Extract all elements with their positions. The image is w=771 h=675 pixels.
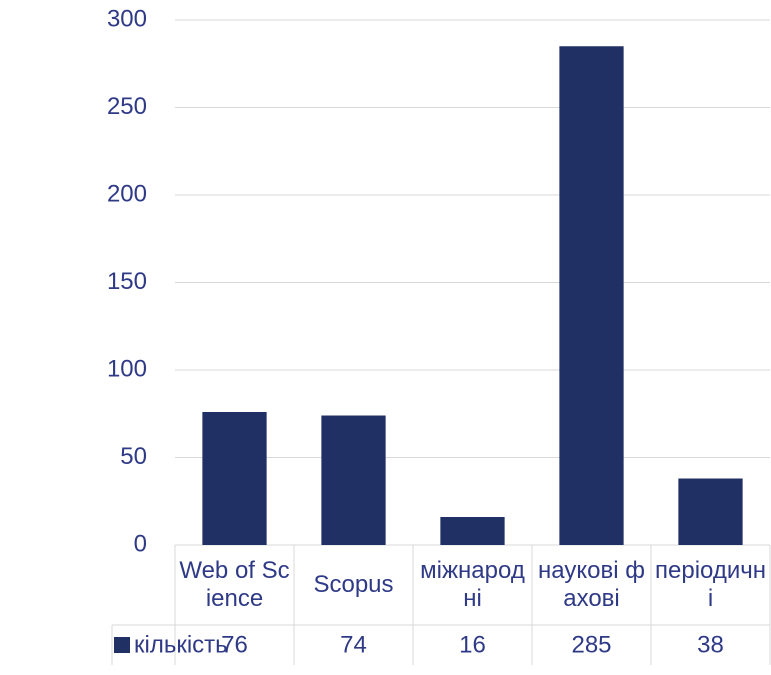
bar (202, 412, 267, 545)
bar (559, 46, 624, 545)
y-tick-label: 0 (134, 530, 147, 557)
bar (440, 517, 505, 545)
legend-swatch (114, 637, 130, 653)
y-tick-label: 100 (107, 355, 147, 382)
legend-label: кількість (134, 631, 228, 658)
data-table-value: 16 (459, 631, 486, 658)
bar (321, 415, 386, 545)
y-tick-label: 200 (107, 180, 147, 207)
x-tick-label: Web of Science (179, 557, 290, 612)
x-tick-label: періодичні (655, 557, 767, 612)
data-table-value: 74 (340, 631, 367, 658)
bar (678, 478, 743, 545)
data-table-value: 38 (697, 631, 724, 658)
data-table-value: 76 (221, 631, 248, 658)
x-tick-label: наукові фахові (538, 557, 645, 612)
x-tick-label: міжнародні (420, 557, 525, 612)
y-tick-label: 250 (107, 93, 147, 120)
x-tick-label: Scopus (313, 571, 394, 598)
data-table-value: 285 (571, 631, 611, 658)
y-tick-label: 300 (107, 5, 147, 32)
y-tick-label: 150 (107, 268, 147, 295)
y-tick-label: 50 (120, 443, 147, 470)
